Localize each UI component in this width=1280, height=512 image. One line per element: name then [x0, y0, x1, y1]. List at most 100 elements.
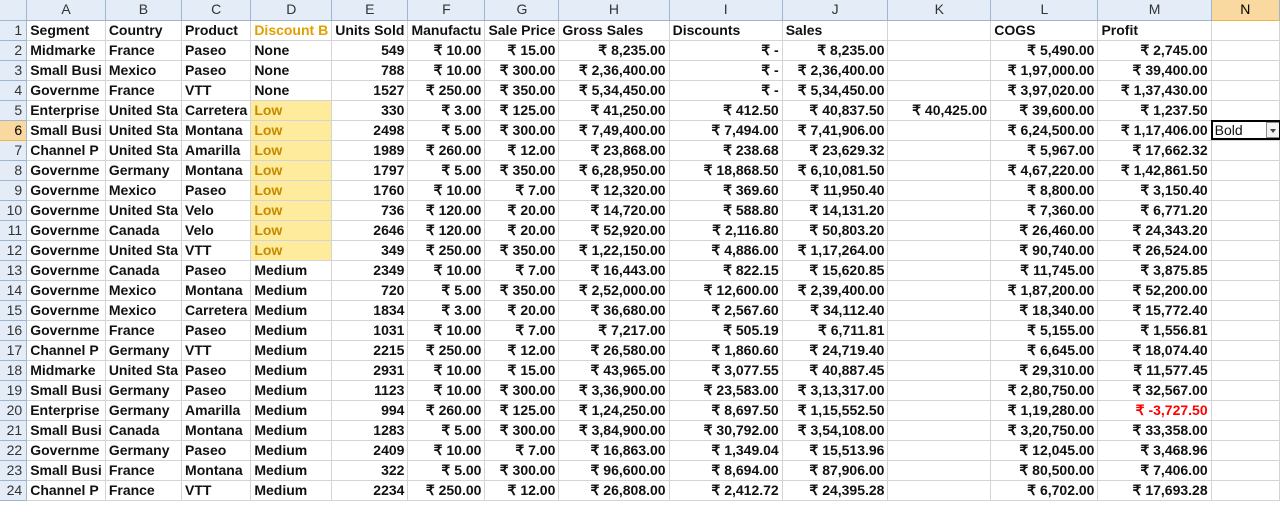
cell-a9[interactable]: Governme [26, 180, 106, 201]
cell-i19[interactable]: ₹ 23,583.00 [669, 380, 783, 401]
cell-j2[interactable]: ₹ 8,235.00 [782, 40, 889, 61]
cell-b3[interactable]: Mexico [105, 60, 183, 81]
cell-k16[interactable] [887, 320, 992, 341]
cell-n19[interactable] [1211, 380, 1280, 401]
row-header[interactable]: 6 [0, 120, 28, 141]
cell-n4[interactable] [1211, 80, 1280, 101]
cell-n11[interactable] [1211, 220, 1280, 241]
row-header[interactable]: 14 [0, 280, 28, 301]
cell-a16[interactable]: Governme [26, 320, 106, 341]
cell-j14[interactable]: ₹ 2,39,400.00 [782, 280, 889, 301]
cell-c13[interactable]: Paseo [181, 260, 252, 281]
cell-a1[interactable]: Segment [26, 20, 106, 41]
cell-l22[interactable]: ₹ 12,045.00 [990, 440, 1099, 461]
cell-n6[interactable]: Bold [1211, 120, 1280, 141]
cell-n10[interactable] [1211, 200, 1280, 221]
cell-k14[interactable] [887, 280, 992, 301]
cell-k4[interactable] [887, 80, 992, 101]
cell-h18[interactable]: ₹ 43,965.00 [558, 360, 670, 381]
cell-i17[interactable]: ₹ 1,860.60 [669, 340, 783, 361]
cell-e9[interactable]: 1760 [331, 180, 409, 201]
cell-g18[interactable]: ₹ 15.00 [484, 360, 560, 381]
cell-l9[interactable]: ₹ 8,800.00 [990, 180, 1099, 201]
cell-d18[interactable]: Medium [250, 360, 333, 381]
cell-g15[interactable]: ₹ 20.00 [484, 300, 560, 321]
cell-h15[interactable]: ₹ 36,680.00 [558, 300, 670, 321]
cell-l15[interactable]: ₹ 18,340.00 [990, 300, 1099, 321]
cell-m9[interactable]: ₹ 3,150.40 [1097, 180, 1212, 201]
cell-b23[interactable]: France [105, 460, 183, 481]
cell-g10[interactable]: ₹ 20.00 [484, 200, 560, 221]
cell-c15[interactable]: Carretera [181, 300, 252, 321]
cell-g7[interactable]: ₹ 12.00 [484, 140, 560, 161]
cell-n16[interactable] [1211, 320, 1280, 341]
cell-d1[interactable]: Discount B [250, 20, 333, 41]
cell-l18[interactable]: ₹ 29,310.00 [990, 360, 1099, 381]
cell-m15[interactable]: ₹ 15,772.40 [1097, 300, 1212, 321]
cell-k11[interactable] [887, 220, 992, 241]
cell-i12[interactable]: ₹ 4,886.00 [669, 240, 783, 261]
cell-b12[interactable]: United Sta [105, 240, 183, 261]
cell-e12[interactable]: 349 [331, 240, 409, 261]
cell-h6[interactable]: ₹ 7,49,400.00 [558, 120, 670, 141]
cell-k7[interactable] [887, 140, 992, 161]
cell-c24[interactable]: VTT [181, 480, 252, 501]
cell-c5[interactable]: Carretera [181, 100, 252, 121]
cell-n1[interactable] [1211, 20, 1280, 41]
cell-m19[interactable]: ₹ 32,567.00 [1097, 380, 1212, 401]
cell-f1[interactable]: Manufactu [407, 20, 486, 41]
cell-i7[interactable]: ₹ 238.68 [669, 140, 783, 161]
cell-j19[interactable]: ₹ 3,13,317.00 [782, 380, 889, 401]
cell-l24[interactable]: ₹ 6,702.00 [990, 480, 1099, 501]
cell-f22[interactable]: ₹ 10.00 [407, 440, 486, 461]
cell-e19[interactable]: 1123 [331, 380, 409, 401]
cell-a5[interactable]: Enterprise [26, 100, 106, 121]
cell-n13[interactable] [1211, 260, 1280, 281]
cell-e24[interactable]: 2234 [331, 480, 409, 501]
cell-i5[interactable]: ₹ 412.50 [669, 100, 783, 121]
cell-l4[interactable]: ₹ 3,97,020.00 [990, 80, 1099, 101]
cell-j9[interactable]: ₹ 11,950.40 [782, 180, 889, 201]
row-header[interactable]: 11 [0, 220, 28, 241]
cell-e3[interactable]: 788 [331, 60, 409, 81]
cell-c4[interactable]: VTT [181, 80, 252, 101]
cell-m3[interactable]: ₹ 39,400.00 [1097, 60, 1212, 81]
cell-m10[interactable]: ₹ 6,771.20 [1097, 200, 1212, 221]
cell-n5[interactable] [1211, 100, 1280, 121]
cell-i2[interactable]: ₹ - [669, 40, 783, 61]
cell-k2[interactable] [887, 40, 992, 61]
cell-l17[interactable]: ₹ 6,645.00 [990, 340, 1099, 361]
cell-i11[interactable]: ₹ 2,116.80 [669, 220, 783, 241]
cell-k19[interactable] [887, 380, 992, 401]
cell-k20[interactable] [887, 400, 992, 421]
cell-l14[interactable]: ₹ 1,87,200.00 [990, 280, 1099, 301]
cell-b19[interactable]: Germany [105, 380, 183, 401]
cell-c7[interactable]: Amarilla [181, 140, 252, 161]
cell-d19[interactable]: Medium [250, 380, 333, 401]
cell-j23[interactable]: ₹ 87,906.00 [782, 460, 889, 481]
cell-h1[interactable]: Gross Sales [558, 20, 670, 41]
cell-f8[interactable]: ₹ 5.00 [407, 160, 486, 181]
cell-i15[interactable]: ₹ 2,567.60 [669, 300, 783, 321]
cell-i20[interactable]: ₹ 8,697.50 [669, 400, 783, 421]
cell-f15[interactable]: ₹ 3.00 [407, 300, 486, 321]
cell-k23[interactable] [887, 460, 992, 481]
cell-d22[interactable]: Medium [250, 440, 333, 461]
cell-b1[interactable]: Country [105, 20, 183, 41]
cell-f19[interactable]: ₹ 10.00 [407, 380, 486, 401]
cell-a15[interactable]: Governme [26, 300, 106, 321]
cell-e20[interactable]: 994 [331, 400, 409, 421]
cell-c10[interactable]: Velo [181, 200, 252, 221]
cell-b21[interactable]: Canada [105, 420, 183, 441]
cell-l1[interactable]: COGS [990, 20, 1099, 41]
column-header-j[interactable]: J [782, 0, 889, 21]
cell-e2[interactable]: 549 [331, 40, 409, 61]
cell-l13[interactable]: ₹ 11,745.00 [990, 260, 1099, 281]
cell-j11[interactable]: ₹ 50,803.20 [782, 220, 889, 241]
cell-n9[interactable] [1211, 180, 1280, 201]
cell-h5[interactable]: ₹ 41,250.00 [558, 100, 670, 121]
cell-e18[interactable]: 2931 [331, 360, 409, 381]
cell-m4[interactable]: ₹ 1,37,430.00 [1097, 80, 1212, 101]
cell-g13[interactable]: ₹ 7.00 [484, 260, 560, 281]
cell-m1[interactable]: Profit [1097, 20, 1212, 41]
